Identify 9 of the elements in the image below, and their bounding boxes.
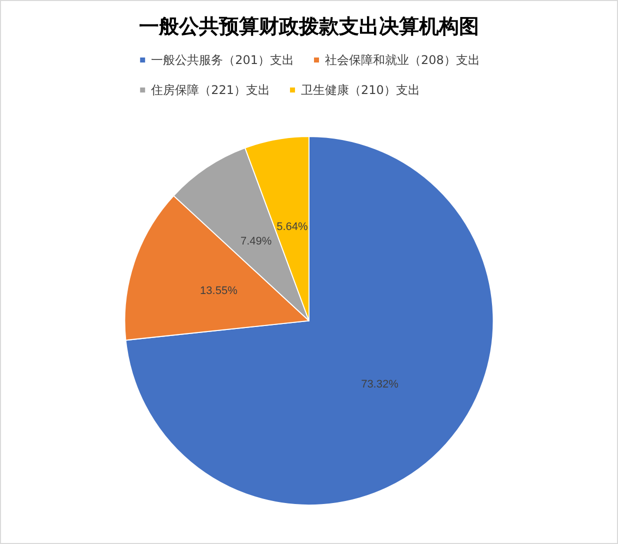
data-label: 73.32% [361, 378, 399, 390]
legend-label: 社会保障和就业（208）支出 [325, 53, 480, 67]
legend-label: 卫生健康（210）支出 [301, 83, 420, 97]
data-label: 13.55% [200, 284, 238, 297]
legend-label: 住房保障（221）支出 [150, 83, 270, 97]
data-label: 5.64% [276, 221, 308, 234]
chart-title: 一般公共预算财政拨款支出决算机构图 [139, 14, 479, 38]
legend-label: 一般公共服务（201）支出 [151, 53, 294, 67]
data-label: 7.49% [240, 236, 272, 248]
